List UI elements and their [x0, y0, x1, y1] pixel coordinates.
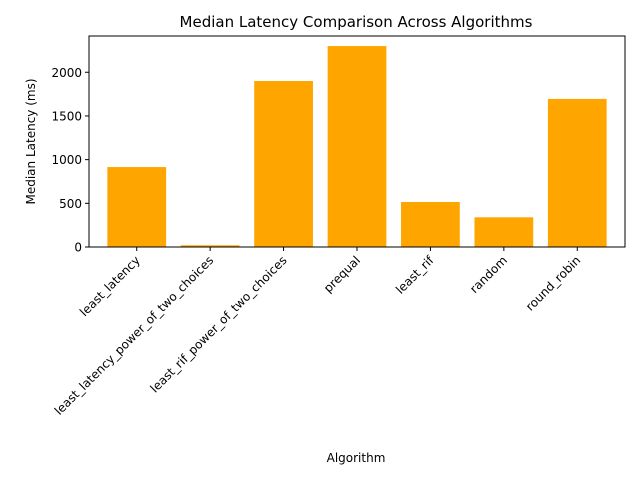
- y-tick-label: 0: [74, 241, 82, 255]
- bars-group: [107, 46, 607, 247]
- bar-round_robin: [547, 98, 607, 247]
- y-tick-label: 2000: [51, 66, 82, 80]
- y-axis-label: Median Latency (ms): [24, 78, 38, 204]
- chart-title: Median Latency Comparison Across Algorit…: [180, 13, 533, 31]
- plot-frame: [88, 35, 626, 248]
- bar-least_rif_power_of_two_choices: [254, 81, 313, 247]
- bar-least_rif: [401, 202, 460, 247]
- bar-prequal: [327, 46, 387, 247]
- y-tick-label: 1500: [51, 109, 82, 123]
- bar-random: [474, 217, 534, 247]
- y-axis: 0 500 1000 1500 2000: [51, 66, 89, 255]
- bar-least_latency_power_of_two_choices: [180, 245, 240, 247]
- bar-least_latency: [107, 167, 167, 247]
- y-tick-label: 500: [59, 197, 82, 211]
- y-tick-label: 1000: [51, 153, 82, 167]
- x-axis-label: Algorithm: [327, 451, 386, 465]
